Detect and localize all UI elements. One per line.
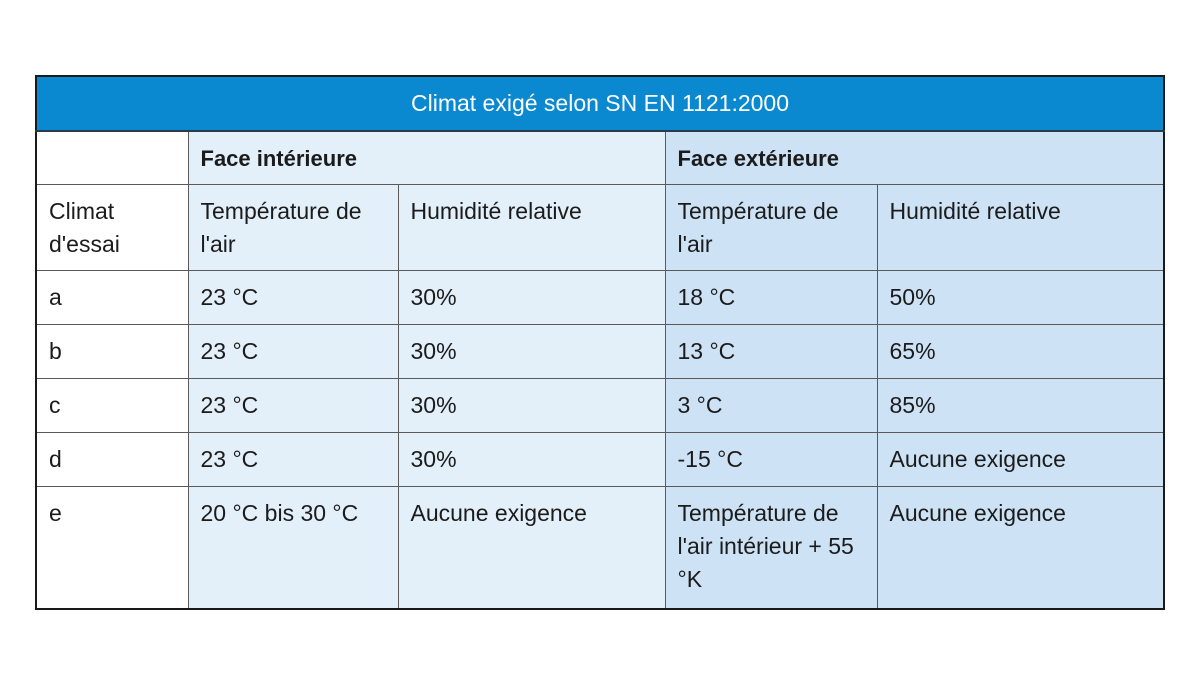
table-row: c 23 °C 30% 3 °C 85%	[35, 377, 1165, 433]
cell-interior-temp: 23 °C	[187, 269, 399, 325]
cell-interior-temp: 20 °C bis 30 °C	[187, 485, 399, 610]
column-header-interior-humidity: Humidité relative	[397, 183, 666, 271]
table-row: a 23 °C 30% 18 °C 50%	[35, 269, 1165, 325]
group-header-row: Face intérieure Face extérieure	[35, 130, 1165, 185]
climate-table-container: Climat exigé selon SN EN 1121:2000 Face …	[35, 75, 1166, 610]
cell-interior-humidity: 30%	[397, 431, 666, 487]
cell-exterior-humidity: Aucune exigence	[876, 431, 1165, 487]
cell-interior-humidity: 30%	[397, 269, 666, 325]
cell-climate: a	[35, 269, 189, 325]
group-header-interior: Face intérieure	[187, 130, 666, 185]
column-header-exterior-humidity: Humidité relative	[876, 183, 1165, 271]
group-header-exterior: Face extérieure	[664, 130, 1165, 185]
cell-interior-temp: 23 °C	[187, 431, 399, 487]
column-header-interior-temp: Température de l'air	[187, 183, 399, 271]
cell-interior-temp: 23 °C	[187, 323, 399, 379]
cell-exterior-temp: 13 °C	[664, 323, 878, 379]
cell-climate: e	[35, 485, 189, 610]
table-row: e 20 °C bis 30 °C Aucune exigence Tempér…	[35, 485, 1165, 610]
cell-exterior-humidity: Aucune exigence	[876, 485, 1165, 610]
cell-interior-temp: 23 °C	[187, 377, 399, 433]
cell-interior-humidity: 30%	[397, 377, 666, 433]
table-title-row: Climat exigé selon SN EN 1121:2000	[36, 76, 1165, 132]
cell-exterior-temp: 18 °C	[664, 269, 878, 325]
table-row: b 23 °C 30% 13 °C 65%	[35, 323, 1165, 379]
cell-exterior-temp: 3 °C	[664, 377, 878, 433]
column-header-row: Climat d'essai Température de l'air Humi…	[35, 183, 1165, 271]
cell-exterior-humidity: 65%	[876, 323, 1165, 379]
cell-interior-humidity: 30%	[397, 323, 666, 379]
cell-exterior-humidity: 85%	[876, 377, 1165, 433]
group-header-empty	[35, 130, 189, 185]
climate-requirements-table: Climat exigé selon SN EN 1121:2000 Face …	[35, 75, 1166, 610]
table-title: Climat exigé selon SN EN 1121:2000	[36, 76, 1165, 132]
cell-exterior-humidity: 50%	[876, 269, 1165, 325]
column-header-exterior-temp: Température de l'air	[664, 183, 878, 271]
cell-exterior-temp: Température de l'air intérieur + 55 °K	[664, 485, 878, 610]
cell-climate: c	[35, 377, 189, 433]
cell-exterior-temp: -15 °C	[664, 431, 878, 487]
table-row: d 23 °C 30% -15 °C Aucune exigence	[35, 431, 1165, 487]
cell-climate: d	[35, 431, 189, 487]
cell-climate: b	[35, 323, 189, 379]
cell-interior-humidity: Aucune exigence	[397, 485, 666, 610]
column-header-climate: Climat d'essai	[35, 183, 189, 271]
